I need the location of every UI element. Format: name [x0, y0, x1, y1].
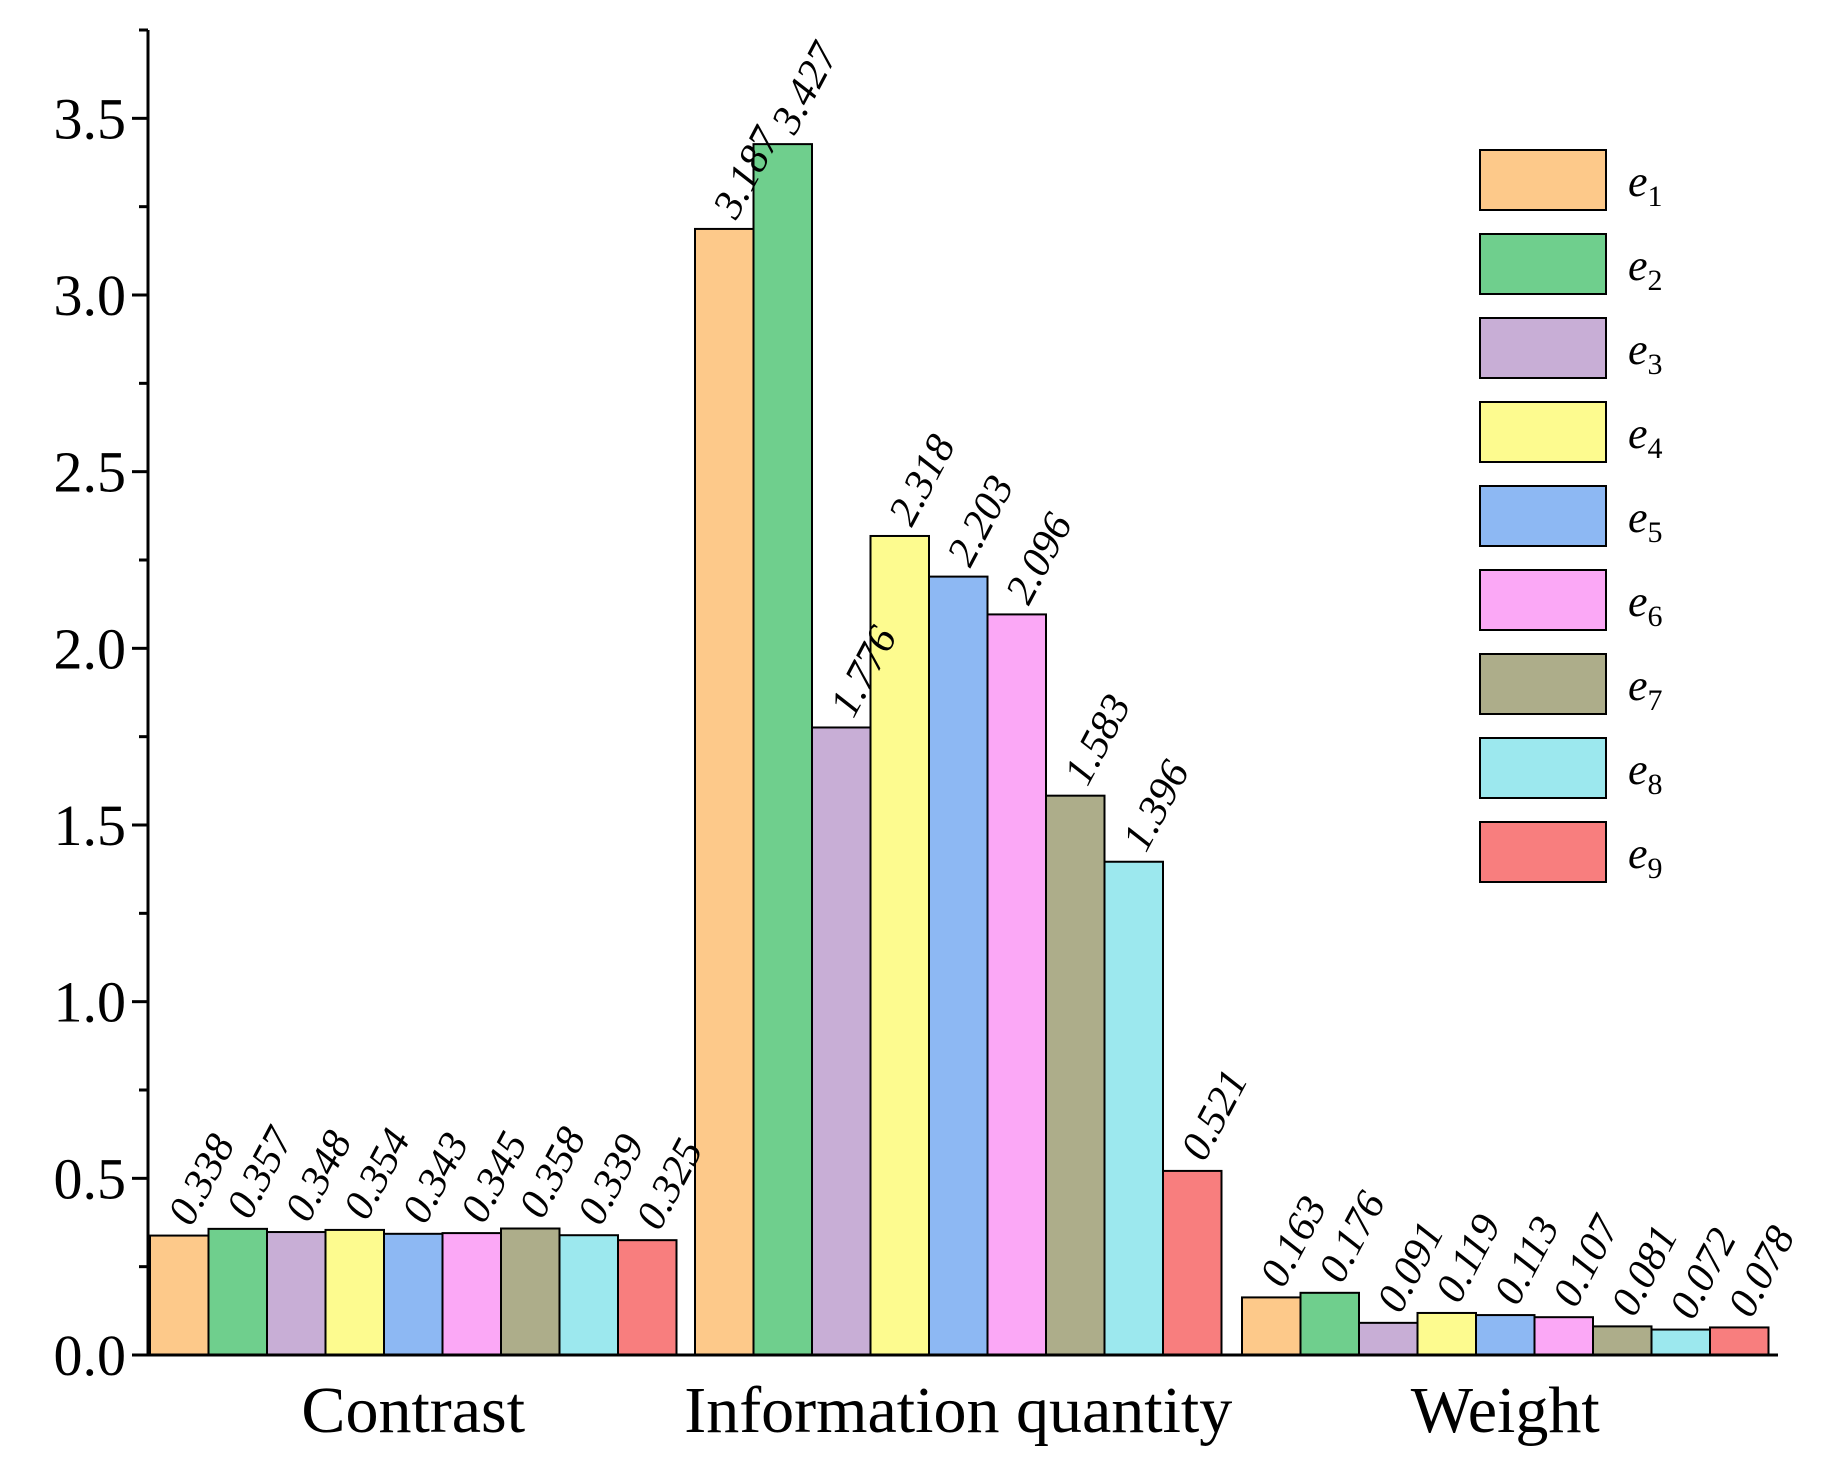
bar-information-quantity-e6 [986, 613, 1047, 1356]
bar-weight-e9 [1709, 1326, 1770, 1356]
legend-label-e7: e7 [1628, 661, 1663, 717]
bar-information-quantity-e7 [1045, 794, 1106, 1356]
bar-weight-e8 [1650, 1328, 1711, 1357]
legend-label-e1: e1 [1628, 157, 1663, 213]
legend-label-e3: e3 [1628, 325, 1663, 381]
axes: Contrast Information quantity Weight 0.0 0.5… [54, 28, 1778, 1447]
value-label: 1.583 [1055, 687, 1140, 792]
y-tick-label: 1.5 [54, 793, 127, 858]
legend-label-e2: e2 [1628, 241, 1663, 297]
value-label: 0.078 [1719, 1219, 1804, 1324]
legend-swatch-e6 [1479, 569, 1607, 631]
value-label: 1.396 [1114, 753, 1199, 858]
bar-weight-e5 [1475, 1314, 1536, 1357]
bar-weight-e2 [1299, 1291, 1360, 1357]
category-label-contrast: Contrast [301, 1374, 525, 1447]
value-label: 2.318 [880, 428, 965, 533]
bar-contrast-e7 [500, 1227, 561, 1357]
bar-contrast-e1 [149, 1234, 210, 1357]
value-label: 3.427 [762, 34, 848, 142]
bar-information-quantity-e1 [694, 227, 755, 1357]
bar-information-quantity-e3 [811, 726, 872, 1356]
legend: e1 e2 e3 e4 e5 e6 e7 e8 e9 [1479, 149, 1663, 885]
bar-information-quantity-e5 [928, 575, 989, 1356]
legend-swatch-e9 [1479, 821, 1607, 883]
bar-information-quantity-e8 [1103, 860, 1164, 1356]
legend-swatch-e7 [1479, 653, 1607, 715]
legend-label-e4: e4 [1628, 409, 1663, 465]
bar-contrast-e8 [558, 1234, 619, 1356]
value-label: 2.096 [997, 506, 1082, 611]
legend-label-e6: e6 [1628, 577, 1663, 633]
legend-swatch-e1 [1479, 149, 1607, 211]
legend-swatch-e3 [1479, 317, 1607, 379]
bar-weight-e7 [1592, 1325, 1653, 1357]
legend-swatch-e2 [1479, 233, 1607, 295]
value-label: 0.521 [1172, 1063, 1257, 1168]
bar-information-quantity-e9 [1162, 1169, 1223, 1356]
y-tick-label: 0.0 [54, 1323, 127, 1388]
bar-contrast-e9 [617, 1239, 678, 1356]
bar-contrast-e3 [266, 1231, 327, 1357]
y-tick-label: 2.5 [54, 440, 127, 505]
y-tick-label: 0.5 [54, 1146, 127, 1211]
bar-contrast-e2 [207, 1227, 268, 1356]
y-tick-label: 3.5 [54, 86, 127, 151]
bar-contrast-e5 [383, 1232, 444, 1356]
category-label-weight: Weight [1411, 1374, 1600, 1447]
bar-weight-e3 [1358, 1321, 1419, 1357]
legend-label-e5: e5 [1628, 493, 1663, 549]
category-label-information-quantity: Information quantity [684, 1374, 1232, 1447]
legend-label-e9: e9 [1628, 829, 1663, 885]
bar-weight-e1 [1241, 1296, 1302, 1356]
y-tick-label: 2.0 [54, 616, 127, 681]
bar-weight-e6 [1533, 1316, 1594, 1357]
bar-weight-e4 [1416, 1311, 1477, 1357]
legend-swatch-e4 [1479, 401, 1607, 463]
bar-contrast-e4 [324, 1228, 385, 1357]
value-label: 2.203 [938, 468, 1023, 573]
bar-contrast-e6 [441, 1232, 502, 1356]
legend-label-e8: e8 [1628, 745, 1663, 801]
legend-swatch-e5 [1479, 485, 1607, 547]
bars-layer [149, 143, 1770, 1357]
y-tick-label: 3.0 [54, 263, 127, 328]
legend-swatch-e8 [1479, 737, 1607, 799]
bar-information-quantity-e2 [752, 143, 813, 1356]
y-tick-label: 1.0 [54, 970, 127, 1035]
